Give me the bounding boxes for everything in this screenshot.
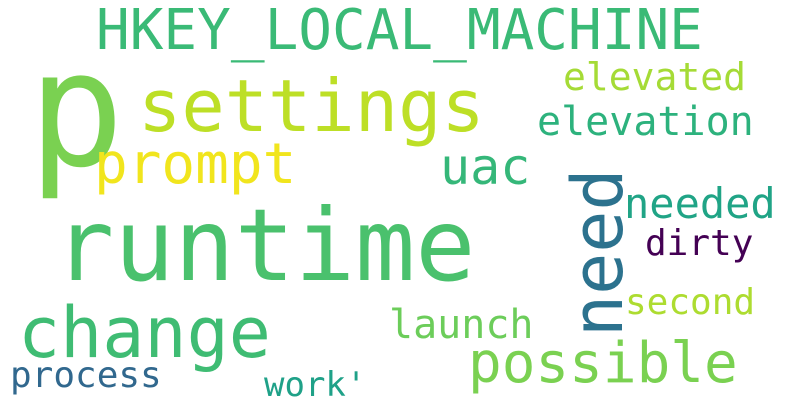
word-uac: uac bbox=[440, 138, 531, 196]
word-prompt: prompt bbox=[94, 132, 297, 197]
word-settings: settings bbox=[138, 64, 485, 148]
word-launch: launch bbox=[389, 302, 534, 348]
word-second: second bbox=[625, 282, 756, 323]
word-change: change bbox=[18, 292, 271, 374]
word-need: need bbox=[557, 168, 639, 337]
word-p: p bbox=[28, 16, 125, 203]
word-work: work' bbox=[264, 365, 367, 400]
word-hkey-local-machine: HKEY_LOCAL_MACHINE bbox=[96, 0, 703, 63]
word-process: process bbox=[10, 355, 162, 396]
word-needed: needed bbox=[624, 179, 776, 228]
word-possible: possible bbox=[468, 331, 738, 396]
word-dirty: dirty bbox=[645, 223, 754, 264]
word-elevation: elevation bbox=[537, 99, 754, 145]
word-elevated: elevated bbox=[563, 55, 747, 99]
word-runtime: runtime bbox=[54, 187, 476, 304]
